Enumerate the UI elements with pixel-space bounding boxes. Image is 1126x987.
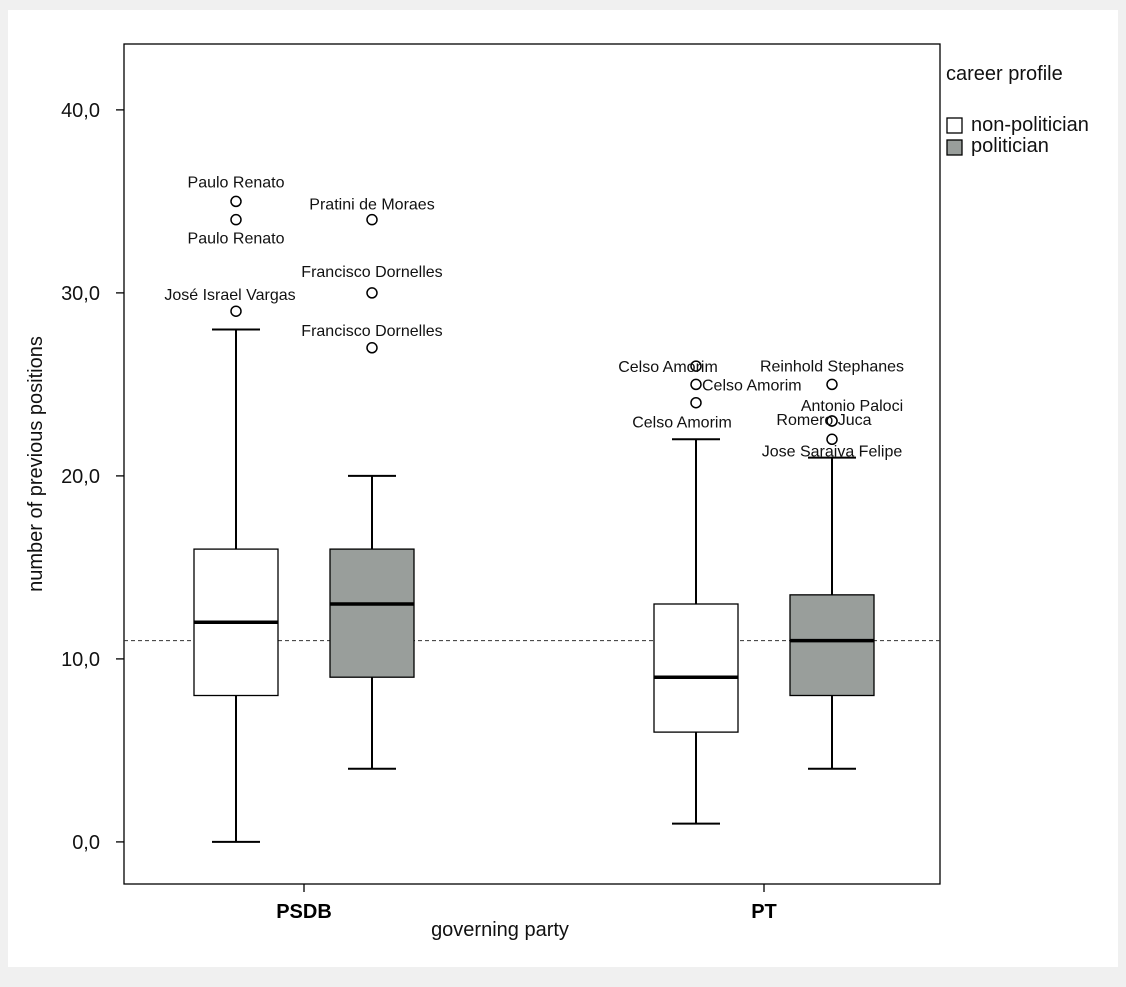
outlier-label: Romero Juca bbox=[776, 412, 871, 429]
outlier-point bbox=[366, 287, 378, 299]
y-tick-label: 40,0 bbox=[61, 100, 100, 122]
legend-label-politician: politician bbox=[971, 135, 1049, 157]
plot-area bbox=[123, 43, 941, 885]
outlier-point bbox=[690, 360, 702, 372]
y-tick-label: 0,0 bbox=[72, 832, 100, 854]
outlier-point bbox=[366, 342, 378, 354]
box-iqr bbox=[789, 594, 875, 697]
x-axis: PSDB PT bbox=[276, 884, 777, 923]
outlier-label: Paulo Renato bbox=[188, 174, 285, 191]
legend-label-non-politician: non-politician bbox=[971, 114, 1089, 136]
outlier-point bbox=[366, 213, 378, 226]
y-tick-label: 30,0 bbox=[61, 283, 100, 305]
outliers-layer: Paulo Renato Paulo Renato José Israel Varg… bbox=[164, 174, 904, 460]
outlier-label: Francisco Dornelles bbox=[301, 264, 442, 281]
outlier-label: Paulo Renato bbox=[188, 231, 285, 248]
y-tick-label: 10,0 bbox=[61, 649, 100, 671]
x-axis-title: governing party bbox=[431, 919, 569, 941]
outlier-label: Reinhold Stephanes bbox=[760, 358, 904, 375]
legend: career profile non-politician politician bbox=[946, 63, 1089, 157]
outlier-label: Celso Amorim bbox=[702, 377, 802, 394]
outlier-point bbox=[230, 195, 242, 208]
box-iqr bbox=[329, 548, 415, 678]
outlier-label: José Israel Vargas bbox=[164, 287, 295, 304]
outlier-label: Francisco Dornelles bbox=[301, 323, 442, 340]
outlier-point bbox=[826, 415, 838, 427]
outlier-point bbox=[826, 378, 838, 391]
outlier-label: Jose Saraiva Felipe bbox=[762, 443, 903, 460]
outlier-label: Antonio Paloci bbox=[801, 398, 903, 415]
outlier-point bbox=[690, 396, 702, 409]
legend-title: career profile bbox=[946, 63, 1063, 85]
y-tick-label: 20,0 bbox=[61, 466, 100, 488]
boxes-layer bbox=[193, 328, 875, 843]
x-tick-label: PT bbox=[751, 901, 777, 923]
outlier-label: Celso Amorim bbox=[618, 359, 718, 376]
outlier-point bbox=[826, 433, 838, 446]
box-iqr bbox=[653, 603, 739, 733]
y-axis-title: number of previous positions bbox=[25, 336, 47, 592]
legend-swatch-non-politician bbox=[946, 117, 963, 134]
legend-swatch-politician bbox=[946, 139, 963, 156]
y-axis: 0,0 10,0 20,0 30,0 40,0 bbox=[61, 100, 124, 854]
x-tick-label: PSDB bbox=[276, 901, 332, 923]
outlier-label: Celso Amorim bbox=[632, 415, 732, 432]
outlier-point bbox=[230, 213, 242, 226]
outlier-point bbox=[230, 305, 242, 317]
outlier-point bbox=[690, 378, 702, 391]
outlier-label: Pratini de Moraes bbox=[309, 197, 434, 214]
